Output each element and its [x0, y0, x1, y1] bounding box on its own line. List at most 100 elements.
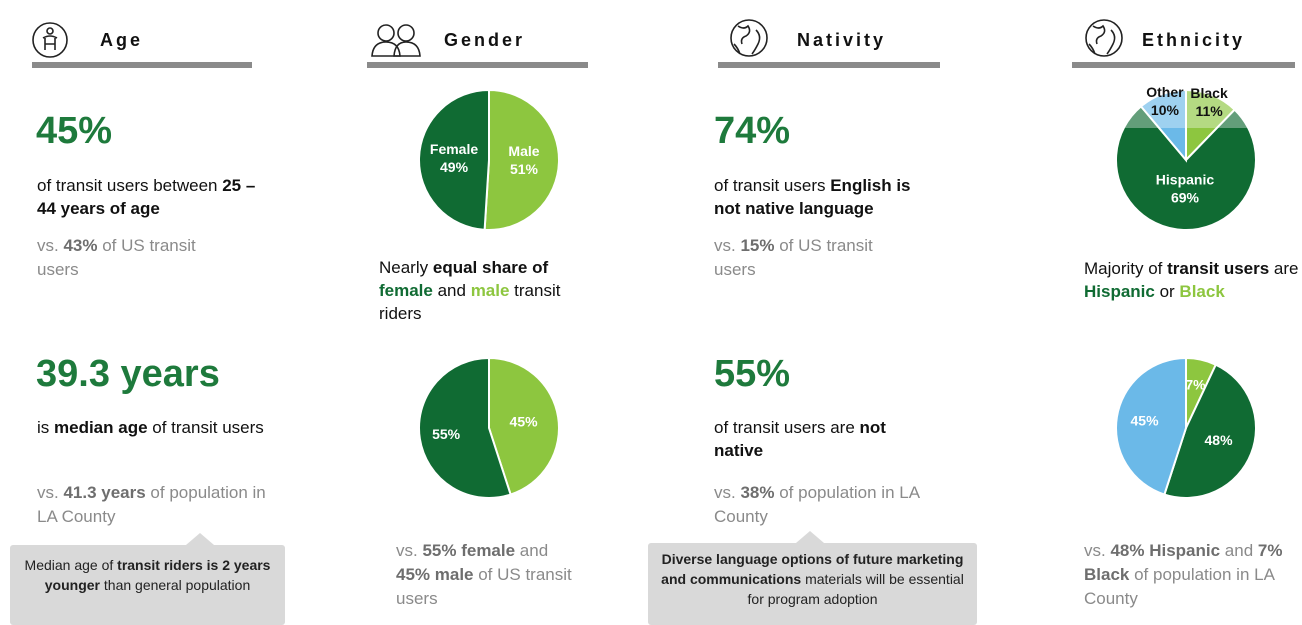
- pie-label-line: Female: [430, 141, 478, 157]
- pie-label: Female 49%: [430, 141, 478, 175]
- text-run: 48% Hispanic: [1110, 541, 1221, 560]
- pie-slice: [418, 356, 512, 499]
- divider: [718, 62, 940, 68]
- pie-label-line: Male: [508, 143, 539, 159]
- globe-icon: [1085, 19, 1123, 57]
- stat: 74%: [714, 110, 791, 152]
- pie-label-line: Black: [1190, 85, 1228, 101]
- text-run: transit riders is 2 years younger: [44, 557, 271, 593]
- pie-label: 55%: [432, 425, 461, 441]
- globe-icon: [730, 19, 768, 57]
- text-run: equal share of: [432, 258, 549, 277]
- stat: 39.3 years: [36, 353, 220, 395]
- divider: [367, 62, 588, 68]
- gender-icon: [371, 24, 421, 57]
- text-run: 15%: [740, 236, 775, 255]
- text-run: 38%: [740, 483, 775, 502]
- callout-pointer: [796, 531, 824, 543]
- text-run: Black: [1179, 282, 1225, 301]
- text-run: 7% Black: [1084, 541, 1283, 584]
- text-run: 45% male: [396, 565, 474, 584]
- divider: [32, 62, 252, 68]
- description: of transit users English is not native l…: [714, 174, 934, 220]
- pie-slice: [483, 88, 560, 231]
- section-title: Nativity: [797, 30, 887, 50]
- pie-label-line: 45%: [510, 413, 539, 429]
- pie-label-line: 49%: [440, 159, 469, 175]
- section-title: Age: [100, 30, 144, 50]
- text-run: female: [379, 281, 433, 300]
- pie-slice: [1163, 363, 1257, 499]
- comparison: vs. 41.3 years of population in LA Count…: [37, 481, 287, 529]
- text-run: vs.: [1084, 541, 1111, 560]
- text-run: vs.: [714, 236, 741, 255]
- pie-label: Other 10%: [1146, 84, 1184, 118]
- stat: 45%: [36, 110, 113, 152]
- text-run: 43%: [63, 236, 98, 255]
- description: of transit users are not native: [714, 416, 934, 462]
- section-title: Ethnicity: [1142, 30, 1246, 50]
- comparison: vs. 38% of population in LA County: [714, 481, 944, 529]
- text-run: of transit users: [147, 418, 264, 437]
- pie-label: Hispanic 69%: [1156, 171, 1215, 205]
- pie-label-line: Hispanic: [1156, 171, 1215, 187]
- comparison: vs. 43% of US transit users: [37, 234, 197, 282]
- callout-pointer: [186, 533, 214, 545]
- pie-label: 48%: [1205, 432, 1234, 448]
- text-run: of US transit users: [714, 236, 873, 279]
- text-run: vs.: [37, 483, 64, 502]
- text-run: of transit users: [714, 176, 831, 195]
- pie-label-line: 51%: [510, 161, 539, 177]
- text-run: vs.: [714, 483, 741, 502]
- text-run: and: [432, 281, 471, 300]
- pie-label-line: Other: [1146, 84, 1184, 100]
- callout: Diverse language options of future marke…: [648, 543, 977, 625]
- pie-label: Black 11%: [1190, 85, 1228, 119]
- text-run: 55% female: [422, 541, 516, 560]
- description: of transit users between 25 – 44 years o…: [37, 174, 277, 220]
- text-run: English is not native language: [714, 176, 911, 218]
- text-run: and: [1220, 541, 1258, 560]
- divider: [1072, 62, 1295, 68]
- pie-label: 7%: [1185, 376, 1206, 392]
- pie-label-line: 7%: [1185, 376, 1206, 392]
- text-run: of US transit users: [396, 565, 572, 608]
- text-run: of population in LA County: [714, 483, 920, 526]
- text-run: is: [37, 418, 54, 437]
- pie-slice: [488, 356, 560, 496]
- age-icon: [32, 22, 68, 58]
- description: Nearly equal share of female and male tr…: [379, 256, 599, 325]
- text-run: transit users: [1167, 259, 1270, 278]
- text-run: not native: [714, 418, 886, 460]
- comparison: vs. 48% Hispanic and 7% Black of populat…: [1084, 539, 1294, 611]
- text-run: are: [1269, 259, 1299, 278]
- description: is median age of transit users: [37, 416, 267, 439]
- text-run: Diverse language options of future marke…: [661, 551, 964, 587]
- pie-label: 45%: [510, 413, 539, 429]
- callout: Median age of transit riders is 2 years …: [10, 545, 285, 625]
- description: Majority of transit users are Hispanic o…: [1084, 257, 1300, 303]
- text-run: and: [515, 541, 549, 560]
- text-run: vs.: [37, 236, 64, 255]
- text-run: 41.3 years: [63, 483, 146, 502]
- stat: 55%: [714, 353, 791, 395]
- pie-label-line: 48%: [1205, 432, 1234, 448]
- pie-label: 45%: [1131, 412, 1160, 428]
- text-run: Hispanic: [1084, 282, 1155, 301]
- pie-label-line: 55%: [432, 425, 461, 441]
- pie-label: Male 51%: [508, 143, 539, 177]
- pie-label-line: 45%: [1131, 412, 1160, 428]
- text-run: than general population: [100, 577, 251, 593]
- text-run: or: [1154, 282, 1180, 301]
- text-run: transit riders: [379, 281, 561, 323]
- section-title: Gender: [444, 30, 526, 50]
- text-run: Median age of: [24, 557, 118, 573]
- text-run: materials will be essential for program …: [747, 571, 964, 607]
- text-run: vs.: [396, 541, 423, 560]
- text-run: Majority of: [1084, 259, 1168, 278]
- text-run: of population in LA County: [1084, 565, 1274, 608]
- pie-label-line: 11%: [1195, 103, 1223, 119]
- text-run: median age: [54, 418, 148, 437]
